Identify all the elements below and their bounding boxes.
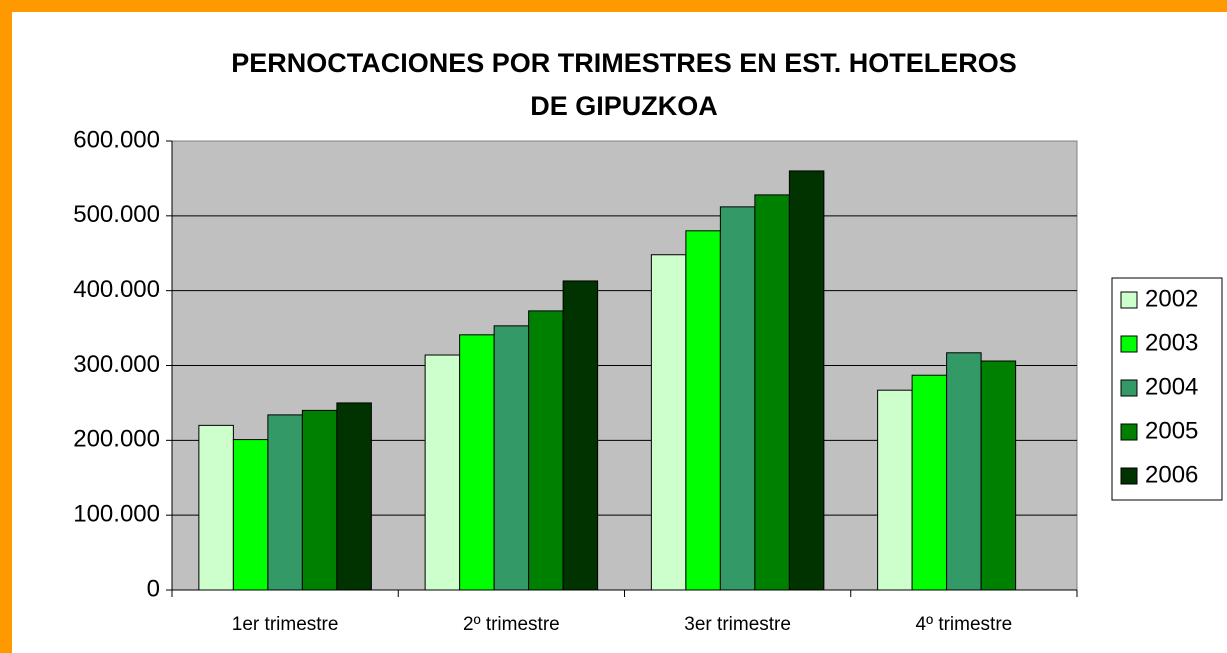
y-tick-label: 600.000	[73, 126, 160, 153]
bar	[754, 194, 790, 591]
chart-title: PERNOCTACIONES POR TRIMESTRES EN EST. HO…	[231, 48, 1017, 78]
bar	[946, 352, 982, 591]
legend-label: 2005	[1145, 417, 1198, 444]
bar	[336, 402, 372, 591]
bar	[877, 389, 913, 591]
bar	[788, 170, 825, 591]
bar	[528, 310, 564, 591]
bar	[424, 354, 461, 591]
y-tick-label: 300.000	[73, 351, 160, 378]
y-tick-label: 200.000	[73, 426, 160, 453]
legend-label: 2004	[1145, 373, 1198, 400]
bar	[493, 325, 530, 591]
bar	[301, 409, 338, 591]
legend-label: 2002	[1145, 285, 1198, 312]
bar	[232, 439, 269, 591]
x-tick-label: 2º trimestre	[463, 614, 560, 635]
bar	[980, 360, 1017, 591]
y-tick-label: 400.000	[73, 276, 160, 303]
bar	[650, 254, 687, 591]
bar	[198, 424, 234, 591]
legend-label: 2003	[1145, 329, 1198, 356]
bar	[459, 334, 495, 591]
legend-marker	[1120, 335, 1138, 353]
chart-title: DE GIPUZKOA	[530, 91, 718, 121]
legend-marker	[1120, 291, 1138, 309]
bar	[267, 414, 303, 591]
x-tick-label: 4º trimestre	[916, 614, 1013, 635]
legend-marker	[1120, 423, 1138, 441]
legend-label: 2006	[1145, 461, 1198, 488]
bar	[685, 230, 721, 591]
y-tick-label: 500.000	[73, 201, 160, 228]
x-tick-label: 3er trimestre	[684, 614, 791, 635]
legend-marker	[1120, 467, 1138, 485]
y-tick-label: 100.000	[73, 501, 160, 528]
bar	[719, 206, 756, 591]
legend-marker	[1120, 379, 1138, 397]
y-tick-label: 0	[147, 575, 160, 602]
bar	[562, 280, 599, 591]
x-tick-label: 1er trimestre	[232, 614, 339, 635]
bar	[911, 374, 948, 591]
